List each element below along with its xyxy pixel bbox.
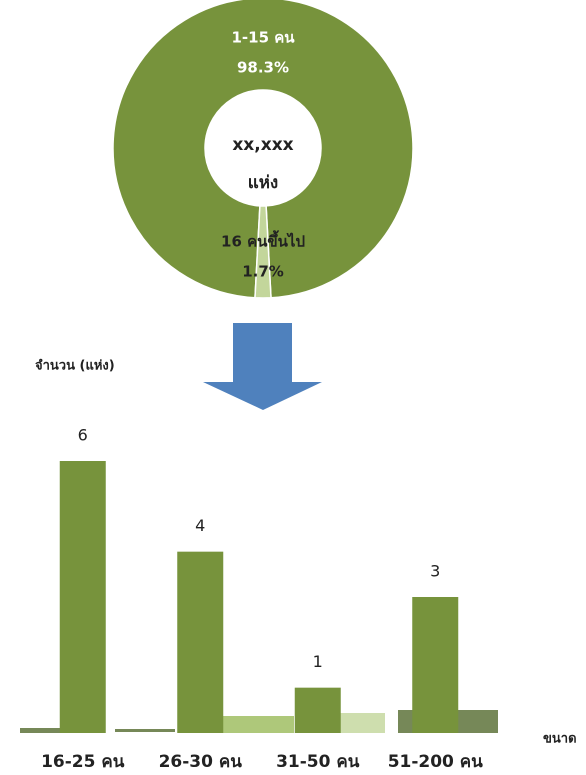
- arrow-shaft: [233, 323, 292, 383]
- down-arrow: [203, 323, 322, 410]
- x-axis-label: ขนาด: [543, 732, 577, 747]
- donut-slice: [254, 205, 272, 299]
- bar: [412, 597, 459, 733]
- center-text: xx,xxx: [232, 135, 293, 155]
- slice-value-label: 98.3%: [237, 59, 289, 77]
- bar-value-label: 3: [430, 562, 440, 581]
- slice-value-label: 1.7%: [242, 263, 284, 281]
- bar-value-label: 1: [313, 652, 323, 671]
- bar: [177, 551, 224, 733]
- x-tick-label: 26-30 คน: [159, 752, 243, 772]
- bar: [294, 687, 341, 733]
- arrow-head: [203, 382, 322, 410]
- slice-label: 16 คนขึ้นไป: [221, 230, 305, 251]
- x-tick-label: 51-200 คน: [388, 752, 483, 772]
- x-tick-label: 31-50 คน: [276, 752, 360, 772]
- y-axis-label: จำนวน (แห่ง): [35, 358, 115, 374]
- bar-value-label: 6: [78, 426, 88, 445]
- donut-slice: [112, 0, 414, 299]
- bar-value-label: 4: [195, 516, 205, 535]
- x-tick-label: 16-25 คน: [41, 752, 125, 772]
- center-text: แห่ง: [248, 173, 278, 193]
- slice-label: 1-15 คน: [231, 29, 295, 47]
- bar: [59, 461, 106, 733]
